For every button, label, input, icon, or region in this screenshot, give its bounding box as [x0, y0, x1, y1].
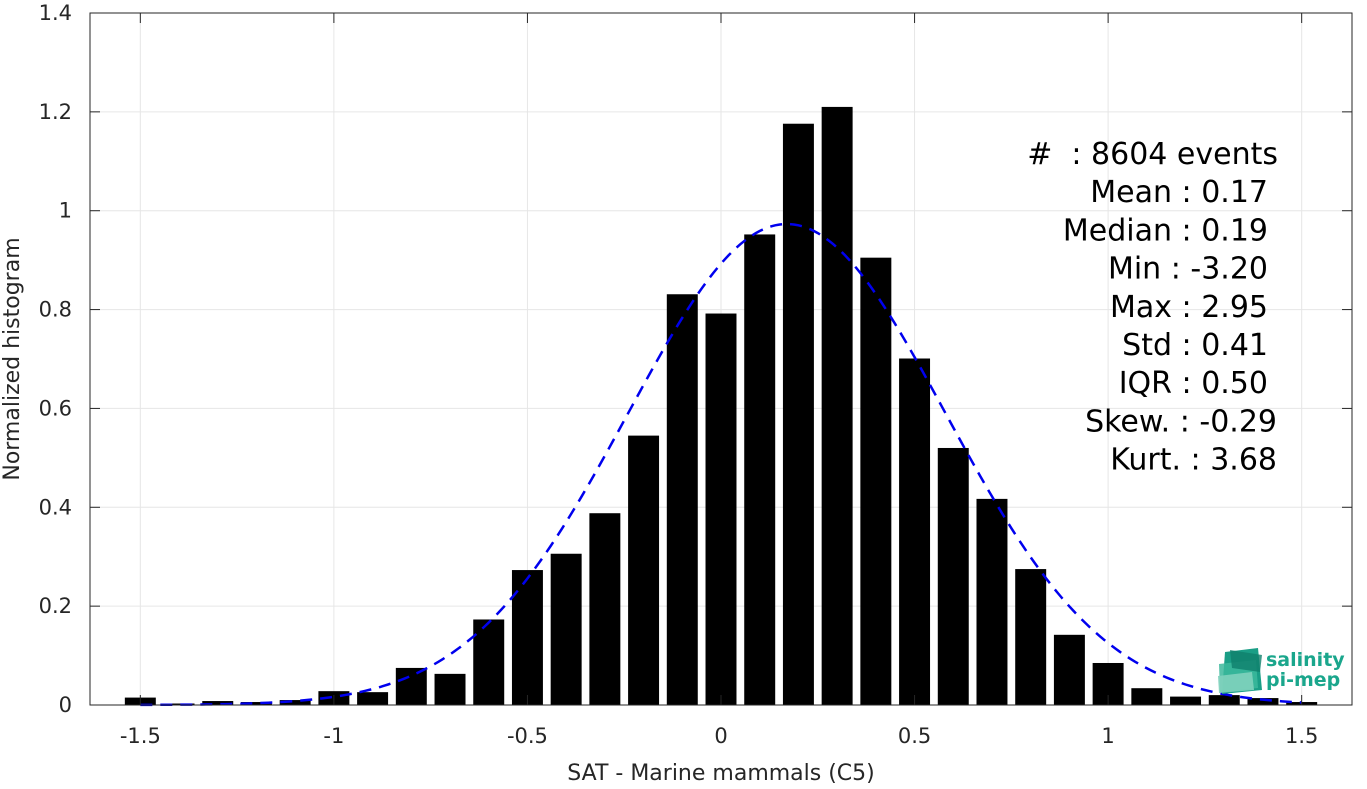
y-tick-label: 0.6	[39, 396, 72, 420]
histogram-bar	[1208, 695, 1240, 705]
histogram-bar	[976, 498, 1008, 705]
y-tick-label: 1.4	[39, 1, 72, 25]
histogram-bar	[860, 257, 892, 705]
stats-line: Mean : 0.17	[1090, 175, 1268, 210]
y-axis-label: Normalized histogram	[0, 237, 25, 480]
histogram-bar	[589, 513, 621, 705]
histogram-bar	[705, 313, 737, 705]
logo-text-pi-mep: pi-mep	[1266, 669, 1340, 691]
histogram-bar	[782, 123, 814, 706]
histogram-bar	[202, 701, 234, 705]
histogram-bar	[434, 673, 466, 705]
histogram-bar	[628, 435, 660, 705]
stats-line: IQR : 0.50	[1119, 366, 1268, 401]
histogram-bar	[279, 700, 311, 705]
histogram-bar	[163, 703, 195, 705]
y-tick-label: 0.2	[39, 594, 72, 618]
histogram-bars	[124, 106, 1318, 706]
x-tick-label: 0	[714, 724, 727, 748]
histogram-bar	[473, 619, 505, 705]
y-tick-label: 0	[59, 693, 72, 717]
histogram-bar	[1131, 688, 1163, 705]
x-tick-label: -0.5	[507, 724, 548, 748]
histogram-bar	[821, 106, 853, 705]
histogram-bar	[937, 447, 969, 705]
x-tick-label: 1.5	[1285, 724, 1318, 748]
histogram-bar	[1053, 634, 1085, 705]
stats-line: Std : 0.41	[1122, 328, 1268, 363]
stats-line: Max : 2.95	[1110, 290, 1268, 325]
x-tick-label: -1.5	[120, 724, 161, 748]
y-tick-label: 0.8	[39, 298, 72, 322]
histogram-bar	[666, 294, 698, 705]
axes	[89, 12, 1353, 706]
tick-labels: -1.5 -1 -0.5 0 0.5 1 1.5 0 0.2 0.4 0.6 0.8 1 1.2 1.4	[39, 1, 1319, 748]
histogram-bar	[899, 358, 931, 705]
y-tick-label: 0.4	[39, 495, 72, 519]
x-axis-label: SAT - Marine mammals (C5)	[567, 761, 875, 785]
stats-line: Skew. : -0.29	[1085, 404, 1277, 439]
histogram-bar	[357, 692, 389, 705]
y-tick-label: 1.2	[39, 100, 72, 124]
y-tick-label: 1	[59, 199, 72, 223]
x-tick-label: 1	[1101, 724, 1114, 748]
x-tick-label: -1	[323, 724, 344, 748]
logo-text-salinity: salinity	[1266, 649, 1345, 671]
stats-line: Median : 0.19	[1063, 213, 1268, 248]
histogram-bar	[550, 553, 582, 705]
histogram-bar	[395, 667, 427, 705]
salinity-pi-mep-logo: salinity pi-mep	[1218, 648, 1345, 694]
stats-line: # : 8604 events	[1027, 137, 1278, 172]
x-tick-label: 0.5	[898, 724, 931, 748]
histogram-bar	[1170, 696, 1202, 705]
stats-line: Min : -3.20	[1108, 252, 1268, 287]
histogram-bar	[1247, 698, 1279, 705]
histogram-bar	[1015, 569, 1047, 705]
histogram-bar	[240, 702, 272, 705]
logo-mark-icon	[1218, 648, 1262, 694]
stats-line: Kurt. : 3.68	[1110, 443, 1277, 478]
histogram-bar	[744, 234, 776, 705]
